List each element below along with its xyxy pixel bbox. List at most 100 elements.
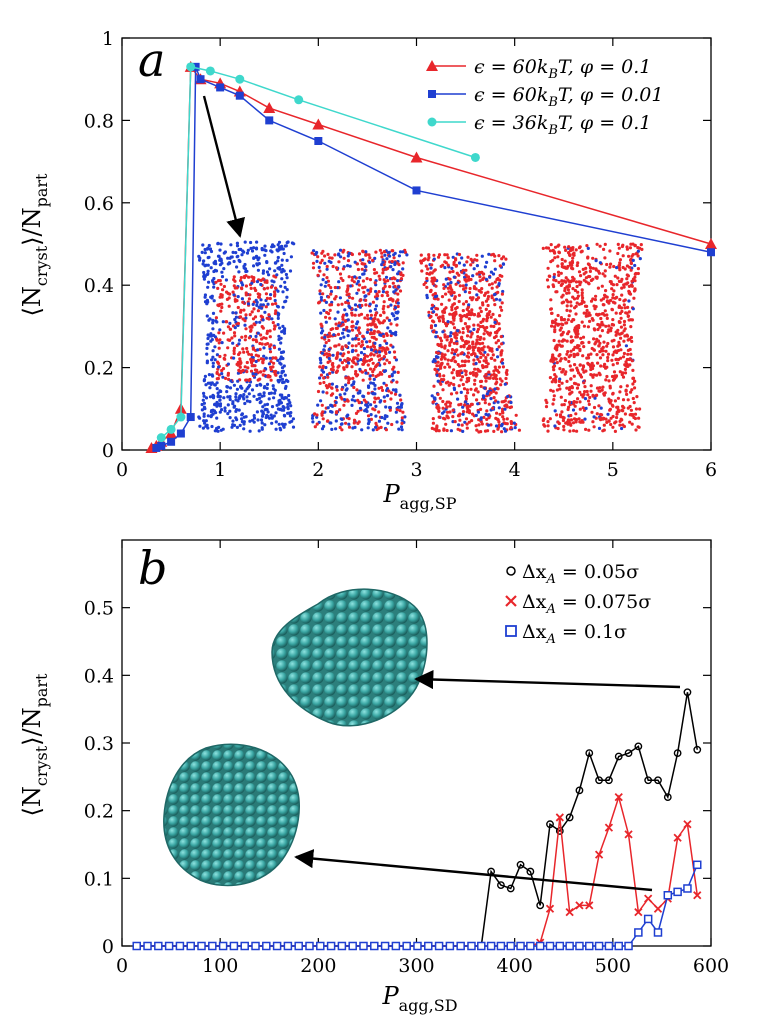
data-point-open-square [683, 884, 692, 893]
data-point-open-square [218, 941, 228, 951]
data-point-open-square [294, 941, 303, 951]
legend-a-marker-square [428, 90, 436, 98]
data-point-triangle [263, 102, 276, 114]
data-point-open-square [434, 941, 444, 951]
x-tick-label: 4 [509, 459, 521, 481]
panel-a-series [145, 60, 717, 453]
panel-a-legend: ϵ = 60kBT, φ = 0.1 ϵ = 60kBT, φ = 0.01 ϵ… [426, 56, 663, 138]
legend-b-label-3: ΔxA = 0.1σ [522, 621, 627, 647]
y-tick-label: 0.5 [84, 598, 114, 620]
data-point-open-square [348, 941, 357, 951]
data-point-circle [634, 742, 643, 751]
x-tick-label: 0 [116, 459, 128, 481]
data-point-open-square [506, 941, 515, 951]
data-point-x [673, 833, 682, 842]
y-tick-label: 0.4 [84, 665, 114, 687]
y-tick-label: 0.2 [84, 358, 114, 380]
data-point-circle [624, 749, 633, 758]
data-point-open-square [326, 941, 336, 951]
x-tick-label: 200 [300, 955, 336, 977]
y-tick-label: 0.2 [84, 801, 114, 823]
data-point-open-square [594, 941, 604, 951]
data-point-circle [644, 776, 653, 785]
data-point-open-square [240, 941, 249, 951]
data-point-circle [156, 433, 166, 443]
data-point-open-square [186, 941, 195, 951]
legend-a-entry-cyan: ϵ = 36kBT, φ = 0.1 [427, 112, 651, 138]
x-tick-label: 1 [214, 459, 226, 481]
data-point-square [707, 248, 715, 257]
data-point-open-square [486, 941, 496, 951]
data-point-circle [693, 745, 702, 754]
data-point-open-square [624, 941, 633, 951]
data-point-circle [585, 749, 594, 758]
data-point-circle [497, 881, 505, 889]
panel-b-legend: ΔxA = 0.05σ ΔxA = 0.075σ ΔxA = 0.1σ [505, 561, 651, 647]
data-point-open-square [229, 941, 239, 951]
data-point-open-square [604, 941, 614, 951]
data-point-x [634, 908, 643, 917]
data-point-open-square [262, 941, 271, 951]
legend-b-label-2: ΔxA = 0.075σ [522, 591, 651, 617]
panel-b-series [132, 688, 702, 951]
data-point-circle [683, 688, 692, 697]
data-point-circle [470, 152, 480, 162]
data-point-x [555, 813, 564, 822]
data-point-open-square [496, 941, 506, 951]
data-point-open-square [653, 928, 663, 937]
data-point-circle [605, 776, 613, 785]
data-point-x [594, 850, 604, 859]
panel-a-xlabel: Pagg,SP [383, 480, 457, 513]
y-tick-label: 1 [102, 28, 114, 50]
data-point-open-square [614, 941, 623, 951]
data-point-open-square [565, 941, 574, 951]
data-point-open-square [359, 941, 368, 951]
x-tick-label: 3 [410, 459, 422, 481]
data-point-x [624, 830, 633, 839]
data-point-open-square [575, 941, 584, 951]
data-point-x [614, 792, 623, 802]
data-point-circle [536, 901, 545, 910]
legend-a-entry-red: ϵ = 60kBT, φ = 0.1 [426, 56, 651, 82]
data-point-circle [294, 95, 304, 105]
data-point-open-square [673, 887, 682, 897]
y-tick-label: 0.1 [84, 868, 114, 890]
data-point-open-square [132, 941, 141, 951]
legend-b-marker-x [505, 595, 517, 607]
panel-b: 0 100 200 300 400 500 600 0 0.1 0.2 0.3 0.4 0.5 b Δx… [18, 539, 729, 1015]
data-point-open-square [175, 941, 185, 951]
data-point-circle [235, 74, 245, 84]
y-tick-label: 0 [102, 936, 114, 958]
legend-a-label-1: ϵ = 60kBT, φ = 0.1 [474, 56, 651, 82]
legend-b-marker-circle [506, 566, 516, 576]
snapshot-4 [541, 242, 644, 433]
panel-a-letter: a [138, 33, 165, 87]
data-point-open-square [208, 941, 217, 951]
data-point-square [157, 441, 166, 450]
data-point-open-square [634, 928, 643, 937]
data-point-x [693, 891, 702, 900]
data-point-open-square [445, 941, 455, 951]
legend-b-marker-square [505, 625, 517, 637]
panel-a: 0 1 2 3 4 5 6 0 0.2 0.4 0.6 0.8 1 a ϵ = 60kBT, φ = 0… [18, 28, 717, 513]
data-point-open-square [337, 941, 347, 951]
data-point-x [644, 894, 653, 903]
data-point-open-square [283, 941, 293, 951]
data-point-open-square [154, 941, 163, 951]
data-point-open-square [424, 941, 433, 951]
data-point-square [186, 413, 195, 422]
data-point-square [314, 137, 323, 145]
data-point-circle [663, 793, 672, 802]
snapshot-2 [310, 248, 409, 432]
data-point-open-square [516, 941, 525, 951]
x-tick-label: 500 [595, 955, 631, 977]
x-tick-label: 300 [398, 955, 434, 977]
data-point-open-square [413, 941, 422, 951]
panel-b-arrow-disordered [294, 849, 653, 892]
snapshot-3 [419, 252, 522, 434]
data-point-open-square [251, 941, 260, 951]
data-point-square [216, 83, 225, 92]
data-point-square [167, 437, 176, 446]
snapshot-1 [197, 240, 296, 433]
